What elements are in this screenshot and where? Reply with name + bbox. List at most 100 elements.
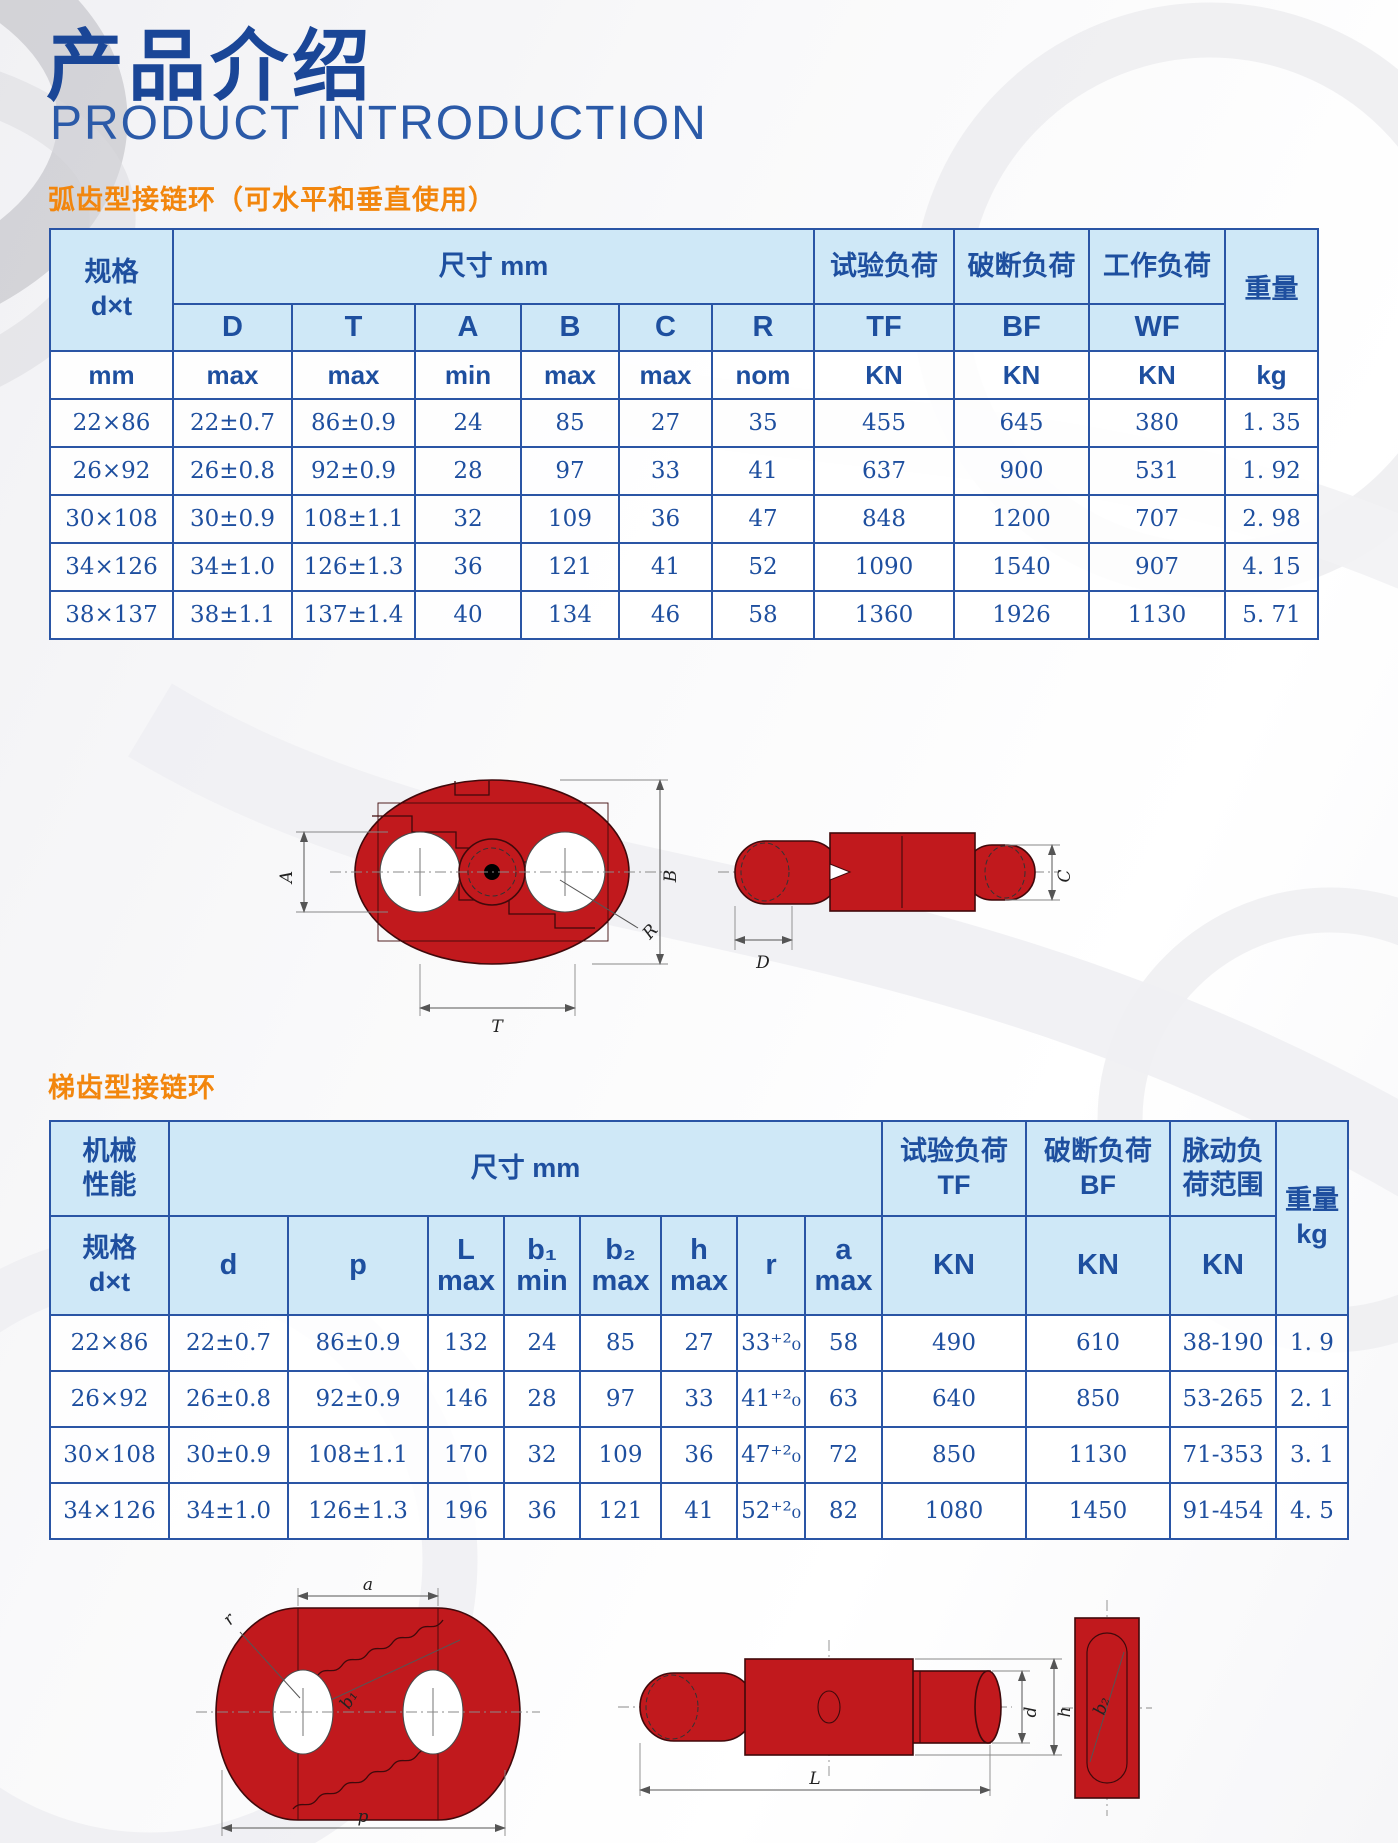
dim-label-a: a	[363, 1580, 373, 1595]
table-cell: 36	[660, 1426, 738, 1484]
table-cell: 40	[414, 590, 522, 640]
dim-label-T: T	[491, 1017, 504, 1037]
table-cell: 26±0.8	[168, 1370, 289, 1428]
ladder-link-side-view	[618, 1640, 1012, 1776]
col-a: a max	[804, 1215, 883, 1316]
table-cell: 38-190	[1169, 1314, 1277, 1372]
col-b1: b₁ min	[503, 1215, 581, 1316]
table-cell: 41	[711, 446, 815, 496]
unit-cell: KN	[953, 350, 1090, 400]
table-cell: 97	[579, 1370, 662, 1428]
dim-label-B: B	[661, 870, 681, 884]
table-cell: 26±0.8	[172, 446, 293, 496]
table-cell: 52⁺²₀	[736, 1482, 806, 1540]
weight-header: 重量 kg	[1275, 1120, 1349, 1316]
table-cell: 32	[414, 494, 522, 544]
table-cell: 38×137	[49, 590, 174, 640]
table-cell: 121	[520, 542, 620, 592]
table-cell: 196	[427, 1482, 505, 1540]
table-cell: 132	[427, 1314, 505, 1372]
table-cell: 63	[804, 1370, 883, 1428]
table-cell: 1090	[813, 542, 955, 592]
mech-header-cell: 机械 性能	[49, 1120, 170, 1217]
weight-header: 重量	[1224, 228, 1319, 352]
table-row: 38×137 38±1.1 137±1.4 40 134 46 58 1360 1926 1130…	[49, 590, 1319, 640]
table-cell: 30±0.9	[172, 494, 293, 544]
page-subtitle: PRODUCT INTRODUCTION	[50, 97, 708, 150]
side-view-dimensions: L d h	[639, 1658, 1075, 1796]
col-r: r	[736, 1215, 806, 1316]
section-heading-ladder: 梯齿型接链环	[48, 1073, 216, 1103]
section-heading-arc: 弧齿型接链环（可水平和垂直使用）	[48, 185, 496, 215]
table-cell: 82	[804, 1482, 883, 1540]
table-cell: 1080	[881, 1482, 1027, 1540]
table-cell: 53-265	[1169, 1370, 1277, 1428]
test-load-header: 试验负荷	[813, 228, 955, 305]
table-cell: 907	[1088, 542, 1226, 592]
col-A: A	[414, 303, 522, 352]
table-cell: 109	[520, 494, 620, 544]
unit-cell: nom	[711, 350, 815, 400]
unit-cell: mm	[49, 350, 174, 400]
table-cell: 109	[579, 1426, 662, 1484]
table-cell: 1360	[813, 590, 955, 640]
table-cell: 1130	[1025, 1426, 1171, 1484]
table-cell: 26×92	[49, 1370, 170, 1428]
col-T: T	[291, 303, 416, 352]
table-cell: 28	[414, 446, 522, 496]
table-subheader-row: D T A B C R TF BF WF	[50, 303, 1318, 352]
spec-header-cell: 规格 d×t	[49, 1215, 170, 1316]
table-cell: 2. 1	[1275, 1370, 1349, 1428]
table-cell: 30±0.9	[168, 1426, 289, 1484]
col-BF-KN: KN	[1025, 1215, 1171, 1316]
dim-label-D: D	[755, 953, 770, 973]
unit-cell: kg	[1224, 350, 1319, 400]
table-cell: 170	[427, 1426, 505, 1484]
table-cell: 1926	[953, 590, 1090, 640]
break-load-header: 破断负荷	[953, 228, 1090, 305]
spec-header-cell: 规格 d×t	[49, 228, 174, 352]
table-cell: 58	[804, 1314, 883, 1372]
table-cell: 108±1.1	[287, 1426, 429, 1484]
table-cell: 22±0.7	[172, 398, 293, 448]
table-cell: 640	[881, 1370, 1027, 1428]
dim-label-R: R	[638, 920, 662, 944]
table-row: 22×86 22±0.7 86±0.9 132 24 85 27 33⁺²₀ 58 490 610 3…	[49, 1314, 1349, 1372]
col-TF: TF	[813, 303, 955, 352]
table-cell: 637	[813, 446, 955, 496]
unit-row: mm max max min max max nom KN KN KN kg	[49, 350, 1319, 400]
table-cell: 58	[711, 590, 815, 640]
col-WF: WF	[1088, 303, 1226, 352]
table-cell: 41	[660, 1482, 738, 1540]
table-cell: 645	[953, 398, 1090, 448]
table-cell: 35	[711, 398, 815, 448]
table-cell: 32	[503, 1426, 581, 1484]
table-cell: 30×108	[49, 494, 174, 544]
table-cell: 34×126	[49, 542, 174, 592]
table-cell: 126±1.3	[287, 1482, 429, 1540]
table-cell: 86±0.9	[287, 1314, 429, 1372]
table-cell: 1540	[953, 542, 1090, 592]
col-b2: b₂ max	[579, 1215, 662, 1316]
table-cell: 27	[660, 1314, 738, 1372]
table-cell: 47⁺²₀	[736, 1426, 806, 1484]
dim-label-r: r	[219, 1609, 240, 1630]
dim-label-d: d	[1021, 1706, 1041, 1717]
ladder-link-drawing: a p r b₁ L d h	[196, 1580, 1152, 1836]
table-cell: 121	[579, 1482, 662, 1540]
unit-cell: max	[172, 350, 293, 400]
table-cell: 72	[804, 1426, 883, 1484]
dim-label-b2: b₂	[1090, 1694, 1115, 1717]
table-cell: 126±1.3	[291, 542, 416, 592]
col-L: L max	[427, 1215, 505, 1316]
table-cell: 34±1.0	[168, 1482, 289, 1540]
col-TF-KN: KN	[881, 1215, 1027, 1316]
col-BF: BF	[953, 303, 1090, 352]
unit-cell: min	[414, 350, 522, 400]
table-cell: 34×126	[49, 1482, 170, 1540]
table-row: 34×126 34±1.0 126±1.3 196 36 121 41 52⁺²₀ 82 1080…	[49, 1482, 1349, 1540]
unit-cell: max	[520, 350, 620, 400]
table-cell: 91-454	[1169, 1482, 1277, 1540]
table-cell: 24	[503, 1314, 581, 1372]
table-cell: 1. 92	[1224, 446, 1319, 496]
